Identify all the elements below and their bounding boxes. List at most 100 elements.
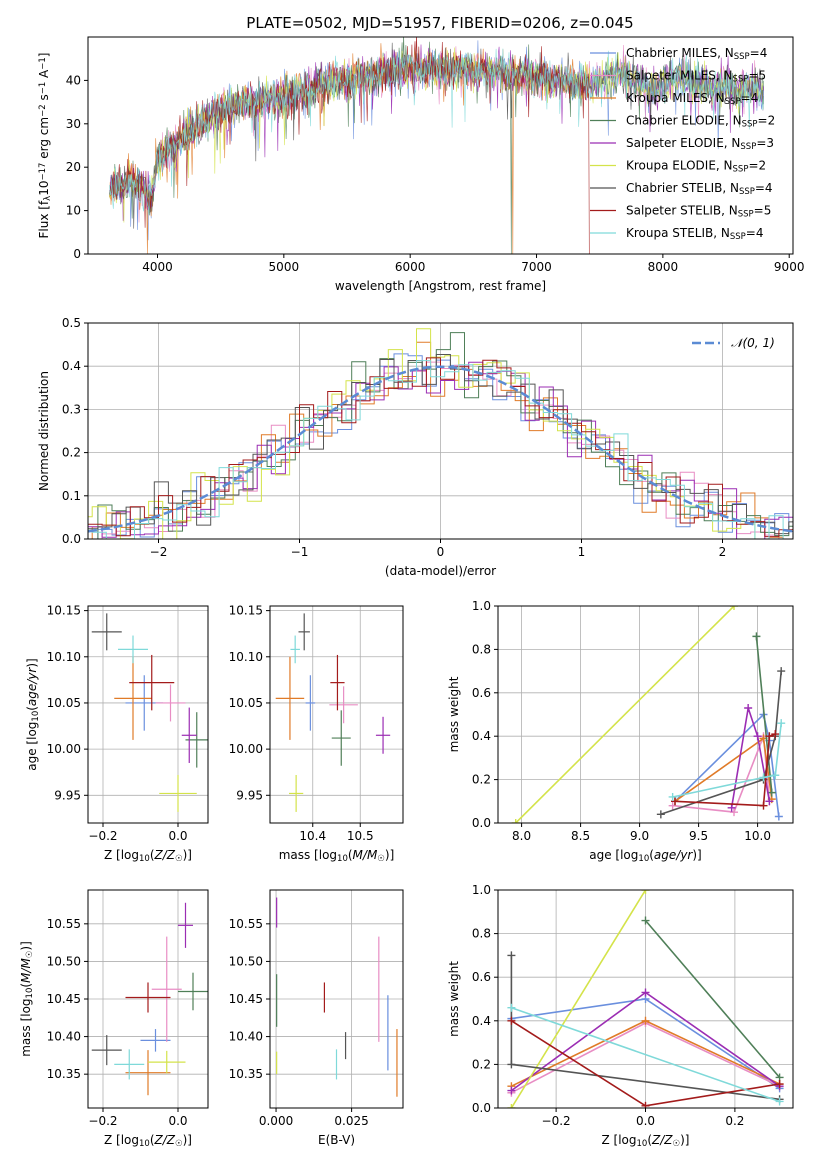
weight-series — [511, 1006, 780, 1103]
weight-series — [674, 712, 780, 817]
spectrum-lines — [109, 37, 764, 254]
y-axis-label: mass weight — [447, 961, 461, 1037]
mass-weight-vs-metallicity-panel: −0.2 0.0 0.2 0.0 0.2 0.4 0.6 0.8 1.0 Z [log10(Z/Z… — [447, 883, 794, 1149]
weight-point — [511, 819, 520, 823]
weight-point — [752, 632, 761, 641]
legend-entry: Salpeter MILES, NSSP=5 — [626, 69, 766, 85]
x-axis-label: age [log10(age/yr)] — [589, 848, 701, 864]
mass-vs-metallicity-panel: −0.2 0.0 10.35 10.40 10.45 10.50 10.55 Z [log10… — [19, 889, 209, 1149]
legend-entry: Chabrier MILES, NSSP=4 — [626, 46, 767, 62]
weight-point — [641, 988, 650, 997]
legend-entry: Chabrier STELIB, NSSP=4 — [626, 181, 773, 197]
y-axis-label: mass [log10(M/M☉)] — [19, 941, 35, 1057]
y-tick-label: 0.4 — [472, 729, 491, 743]
y-tick-label: 9.95 — [236, 788, 263, 802]
y-tick-label: 10.55 — [229, 917, 263, 931]
weight-series — [730, 707, 771, 808]
weight-series — [674, 733, 776, 807]
weight-series — [510, 890, 647, 1108]
x-tick-label: 9.0 — [630, 829, 649, 843]
y-tick-label: 9.95 — [54, 788, 81, 802]
mass-weight-vs-age-panel: 8.0 8.5 9.0 9.5 10.0 0.0 0.2 0.4 0.6 0.8 1.0 age [l… — [447, 599, 794, 864]
weight-point — [641, 1101, 650, 1108]
axes-frame — [87, 322, 794, 540]
weight-point — [641, 890, 650, 894]
x-tick-label: 4000 — [142, 260, 173, 274]
legend-entry: Kroupa ELODIE, NSSP=2 — [626, 159, 766, 175]
spectrum-line — [109, 48, 764, 215]
weight-point — [507, 1016, 516, 1025]
y-tick-label: 1.0 — [472, 599, 491, 613]
y-tick-label: 0.6 — [472, 686, 491, 700]
y-tick-label: 0.0 — [62, 532, 81, 546]
weight-series — [672, 735, 771, 813]
y-tick-label: 0.3 — [62, 402, 81, 416]
weight-series — [755, 636, 773, 793]
y-tick-label: 30 — [66, 117, 81, 131]
x-tick-label: 5000 — [269, 260, 300, 274]
spectrum-panel: 4000 5000 6000 7000 8000 9000 0 10 20 30 40 wavelen… — [37, 36, 805, 293]
y-tick-label: 10.00 — [229, 742, 263, 756]
weight-point — [753, 732, 762, 741]
x-axis-label: wavelength [Angstrom, rest frame] — [335, 279, 546, 293]
weight-point — [765, 732, 774, 741]
y-tick-label: 0.2 — [62, 446, 81, 460]
y-tick-label: 0.4 — [472, 1014, 491, 1028]
y-tick-label: 10.05 — [47, 696, 81, 710]
x-tick-label: 10.0 — [744, 829, 771, 843]
x-tick-label: 10.4 — [299, 829, 326, 843]
y-tick-label: 10.45 — [47, 992, 81, 1006]
y-tick-label: 10.00 — [47, 742, 81, 756]
y-tick-label: 10.10 — [229, 650, 263, 664]
legend-entry: Chabrier ELODIE, NSSP=2 — [626, 114, 775, 130]
x-tick-label: 0.2 — [725, 1114, 744, 1128]
y-tick-label: 10.35 — [229, 1067, 263, 1081]
x-tick-label: 1 — [578, 545, 586, 559]
weight-point — [730, 808, 738, 817]
errorbar-group — [91, 613, 208, 812]
weight-point — [759, 773, 768, 782]
x-axis-label: E(B-V) — [318, 1133, 355, 1147]
weight-point — [777, 719, 786, 728]
axes-frame — [497, 605, 794, 824]
x-tick-label: 6000 — [395, 260, 426, 274]
x-axis-label: Z [log10(Z/Z☉)] — [104, 1133, 192, 1149]
y-tick-label: 10.55 — [47, 917, 81, 931]
weight-lines — [511, 606, 786, 823]
weight-point — [507, 1003, 516, 1012]
age-vs-mass-panel: 10.4 10.5 9.95 10.00 10.05 10.10 10.15 mass [lo… — [229, 604, 404, 864]
x-tick-label: 9000 — [774, 260, 805, 274]
y-tick-label: 20 — [66, 160, 81, 174]
y-tick-label: 0.8 — [472, 927, 491, 941]
age-vs-metallicity-panel: −0.2 0.0 9.95 10.00 10.05 10.10 10.15 Z [log10(… — [25, 604, 209, 864]
weight-point — [641, 1016, 650, 1025]
axes-frame — [87, 605, 209, 824]
weight-point — [507, 1086, 516, 1095]
histogram-series — [88, 360, 793, 539]
histogram-steps — [88, 328, 793, 539]
y-tick-label: 10.15 — [229, 604, 263, 618]
y-tick-label: 0.2 — [472, 773, 491, 787]
weight-lines — [507, 890, 784, 1108]
axes-frame — [269, 889, 404, 1109]
weight-point — [507, 1060, 516, 1069]
legend-entry: Kroupa MILES, NSSP=4 — [626, 91, 758, 107]
y-tick-label: 10.15 — [47, 604, 81, 618]
weight-point — [668, 801, 677, 810]
y-tick-label: 0.6 — [472, 970, 491, 984]
weight-series — [515, 606, 735, 823]
y-axis-label: Flux [fλ10−17 erg cm−2 s−1 A−1] — [37, 53, 53, 239]
weight-point — [656, 810, 665, 819]
weight-point — [727, 803, 736, 812]
y-tick-label: 10 — [66, 204, 81, 218]
weight-series — [644, 919, 781, 1079]
y-axis-label: mass weight — [447, 676, 461, 752]
x-tick-label: 0.0 — [168, 1114, 187, 1128]
weight-point — [744, 703, 753, 712]
weight-point — [668, 792, 677, 801]
spectrum-legend: Chabrier MILES, NSSP=4 Salpeter MILES, NS… — [590, 46, 775, 242]
errorbar-group — [91, 902, 208, 1096]
axes-frame — [87, 36, 794, 255]
legend-entry: Salpeter ELODIE, NSSP=3 — [626, 136, 774, 152]
x-tick-label: 0.0 — [636, 1114, 655, 1128]
